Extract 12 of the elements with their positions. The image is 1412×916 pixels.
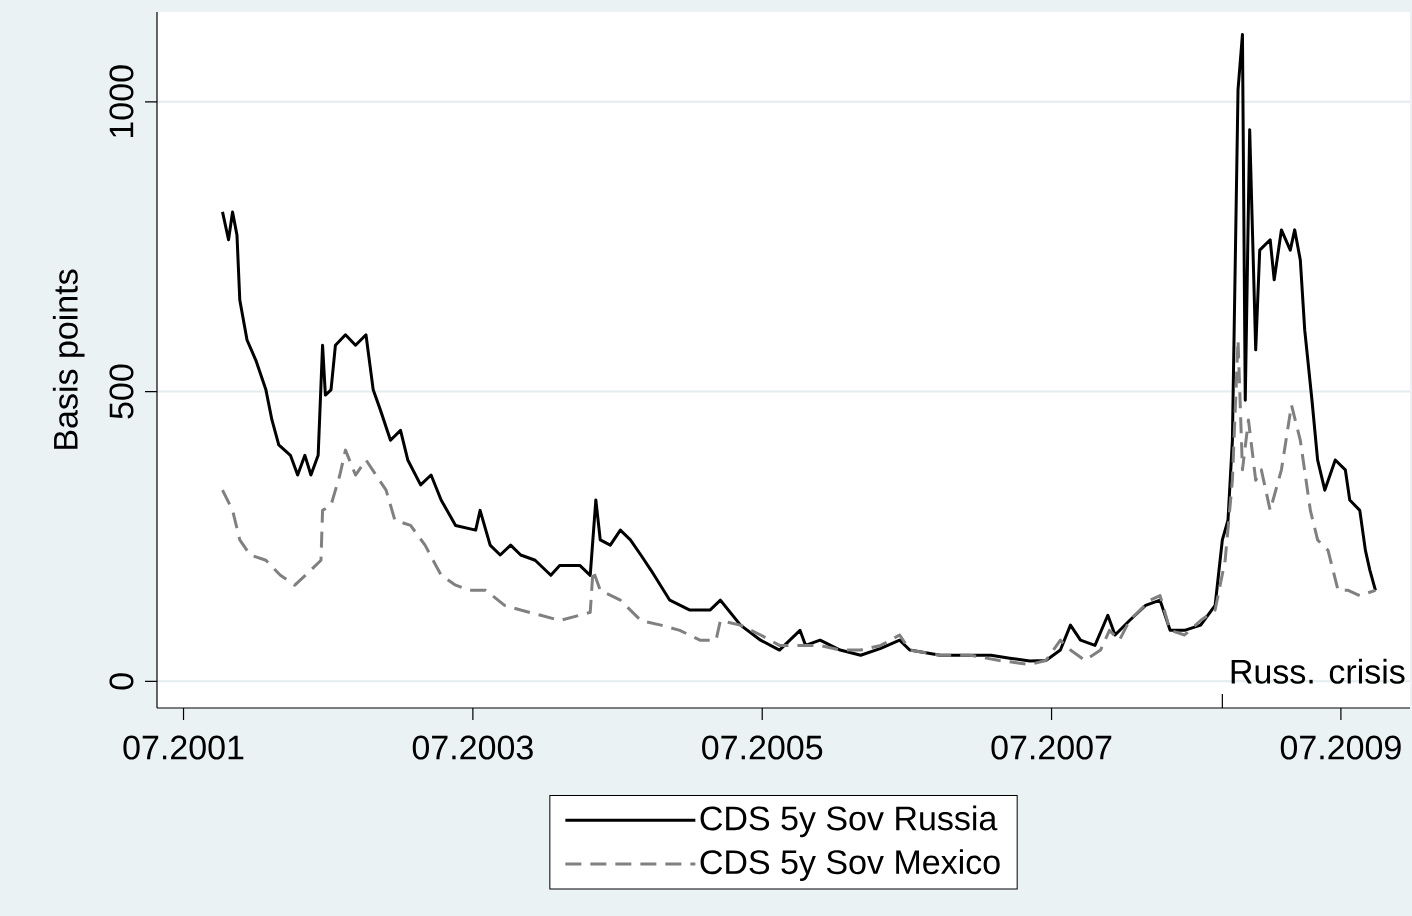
legend-label: CDS 5y Sov Russia [700, 805, 998, 838]
legend-label: CDS 5y Sov Mexico [700, 849, 1000, 881]
x-tick-label: 07.2007 [991, 735, 1112, 760]
y-tick-label: 0 [109, 673, 134, 690]
x-tick-label: 07.2001 [123, 735, 244, 760]
annotation: Russ. crisis [1231, 658, 1405, 684]
x-tick-label: 07.2005 [702, 735, 823, 760]
x-tick-label: 07.2003 [412, 735, 533, 760]
y-tick-label: 1000 [109, 65, 134, 138]
y-tick-label: 500 [109, 364, 134, 419]
y-axis-title: Basis points [52, 269, 85, 449]
x-tick-label: 07.2009 [1280, 735, 1401, 760]
